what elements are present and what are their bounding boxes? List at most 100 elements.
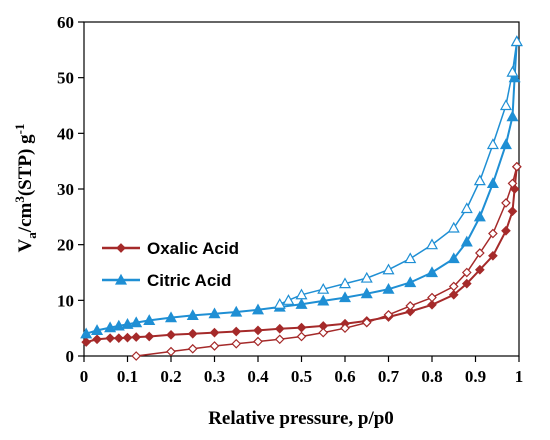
desorption-line [136,166,518,357]
adsorption-point [104,321,117,333]
legend: Oxalic Acid Citric Acid [102,239,239,290]
ticks-layer: 0 0.1 0.2 0.3 0.4 0.5 0.6 0.7 0.8 0.9 101020304050… [57,13,523,386]
y-axis-title-sup-3: 3 [12,196,27,203]
adsorption-point [253,325,263,336]
adsorption-point [131,332,142,342]
adsorption-point [274,323,285,334]
legend-item: Oxalic Acid [102,239,239,258]
y-axis-title: Va/cm3(STP) g-1 [12,124,39,253]
desorption-point [273,297,286,309]
adsorption-point [81,337,92,347]
x-tick-label: 0 [80,367,89,386]
x-tick-label: 1 [515,367,524,386]
series-layer [80,35,523,361]
adsorption-point [508,71,521,83]
desorption-point [231,338,242,349]
adsorption-point [486,177,499,189]
adsorption-point [382,282,395,294]
adsorption-point [186,309,199,320]
desorption-point [383,309,394,320]
adsorption-point [405,306,416,317]
adsorption-point [448,289,459,300]
desorption-point [274,334,285,345]
desorption-point [317,282,330,294]
desorption-point [507,178,518,189]
desorption-line [279,41,518,305]
desorption-point [510,35,523,47]
adsorption-point [105,333,115,344]
desorption-point [404,252,417,264]
desorption-point [282,294,295,305]
x-tick-label: 0.5 [291,367,312,386]
adsorption-point [164,311,178,323]
adsorption-point [425,266,439,278]
adsorption-line [85,41,518,335]
x-tick-label: 0.8 [421,367,442,386]
y-tick-label: 60 [57,13,74,32]
desorption-point [499,99,512,111]
series-citric-acid [80,35,523,339]
x-tick-label: 0.3 [204,367,225,386]
desorption-point [511,161,522,172]
adsorption-point [121,318,134,329]
desorption-point [318,327,329,338]
desorption-point [209,341,220,351]
desorption-point [405,301,416,311]
desorption-point [488,228,498,239]
desorption-point [506,65,519,77]
adsorption-point [507,206,518,217]
adsorption-point [112,319,125,331]
adsorption-point [427,299,437,310]
x-tick-label: 0.6 [334,367,355,386]
adsorption-point [404,276,417,288]
x-tick-label: 0.1 [117,367,138,386]
x-axis-title: Relative pressure, p/p0 [208,408,394,429]
desorption-point [447,221,460,233]
adsorption-point [166,329,176,340]
adsorption-point [113,333,124,344]
adsorption-point [187,328,198,339]
adsorption-point [208,307,221,319]
y-tick-label: 0 [66,347,75,366]
adsorption-point [460,235,473,247]
adsorption-point [488,250,498,261]
desorption-point [460,202,473,214]
adsorption-point [209,327,220,338]
adsorption-point [80,327,93,339]
desorption-point [425,238,439,250]
desorption-point [295,288,308,300]
desorption-point [166,346,176,357]
y-axis-title-v: V [15,238,36,252]
adsorption-point [122,332,133,343]
adsorption-point [296,322,307,333]
desorption-point [473,174,486,186]
x-tick-label: 0.2 [160,367,181,386]
legend-label: Citric Acid [147,271,231,290]
legend-marker [114,273,128,285]
desorption-point [131,351,142,361]
desorption-point [253,336,263,347]
adsorption-point [295,297,308,309]
desorption-point [340,323,350,334]
adsorption-point [130,316,143,328]
adsorption-point [143,314,156,325]
y-tick-label: 20 [57,236,74,255]
desorption-point [461,267,472,278]
adsorption-point [144,331,155,342]
adsorption-point [473,210,486,222]
y-tick-label: 10 [57,291,74,310]
desorption-point [361,317,372,328]
x-tick-label: 0.7 [378,367,400,386]
desorption-point [486,138,499,150]
y-axis-title-cm: /cm [15,202,36,233]
y-tick-label: 30 [57,180,74,199]
x-tick-label: 0.4 [247,367,269,386]
adsorption-point [506,110,519,122]
legend-marker [116,243,126,253]
adsorption-point [92,334,102,345]
desorption-point [382,263,395,275]
adsorption-point [91,324,104,335]
desorption-point [187,343,198,354]
adsorption-point [360,287,373,299]
